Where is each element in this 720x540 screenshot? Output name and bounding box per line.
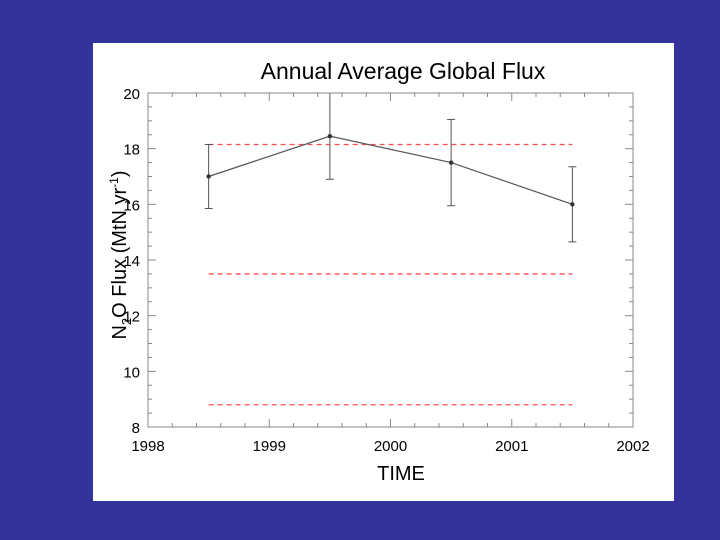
y-tick-label: 18 [123,142,140,159]
y-axis-title-middle: O Flux (MtN yr [109,187,131,317]
y-axis-title-superscript: -1 [107,177,121,188]
data-point [206,174,211,179]
y-tick-label: 10 [123,364,140,381]
x-tick-label: 2001 [495,438,528,455]
y-tick-label: 8 [132,420,140,437]
plot-frame [147,92,634,428]
reference-lines [208,143,573,406]
x-tick-label: 2002 [616,438,649,455]
y-axis-title-suffix: ) [109,170,131,177]
x-tick-label: 1999 [253,438,286,455]
y-tick-label: 14 [123,253,140,270]
x-tick-label: 2000 [374,438,407,455]
y-tick-label: 16 [123,197,140,214]
data-point [327,133,333,139]
y-axis-title-prefix: N [109,325,131,339]
y-tick-label: 20 [123,86,140,103]
axis-ticks [147,92,634,428]
y-axis-title-subscript: 2 [119,318,134,325]
series-line [208,135,573,205]
chart: Annual Average Global Flux 1998 1999 2000 2… [107,58,650,485]
x-tick-labels: 1998 1999 2000 2001 2002 [131,438,649,455]
y-tick-label: 12 [123,309,140,326]
y-axis-title: N2O Flux (MtN yr-1) [107,170,134,339]
chart-title: Annual Average Global Flux [261,58,546,84]
x-tick-label: 1998 [131,438,164,455]
x-axis-title: TIME [377,463,425,485]
y-tick-labels: 8 10 12 14 16 18 20 [123,86,140,437]
slide-panel: Annual Average Global Flux 1998 1999 2000 2… [93,43,674,501]
series-group [204,92,577,243]
data-point [448,160,454,165]
data-point [570,202,575,207]
